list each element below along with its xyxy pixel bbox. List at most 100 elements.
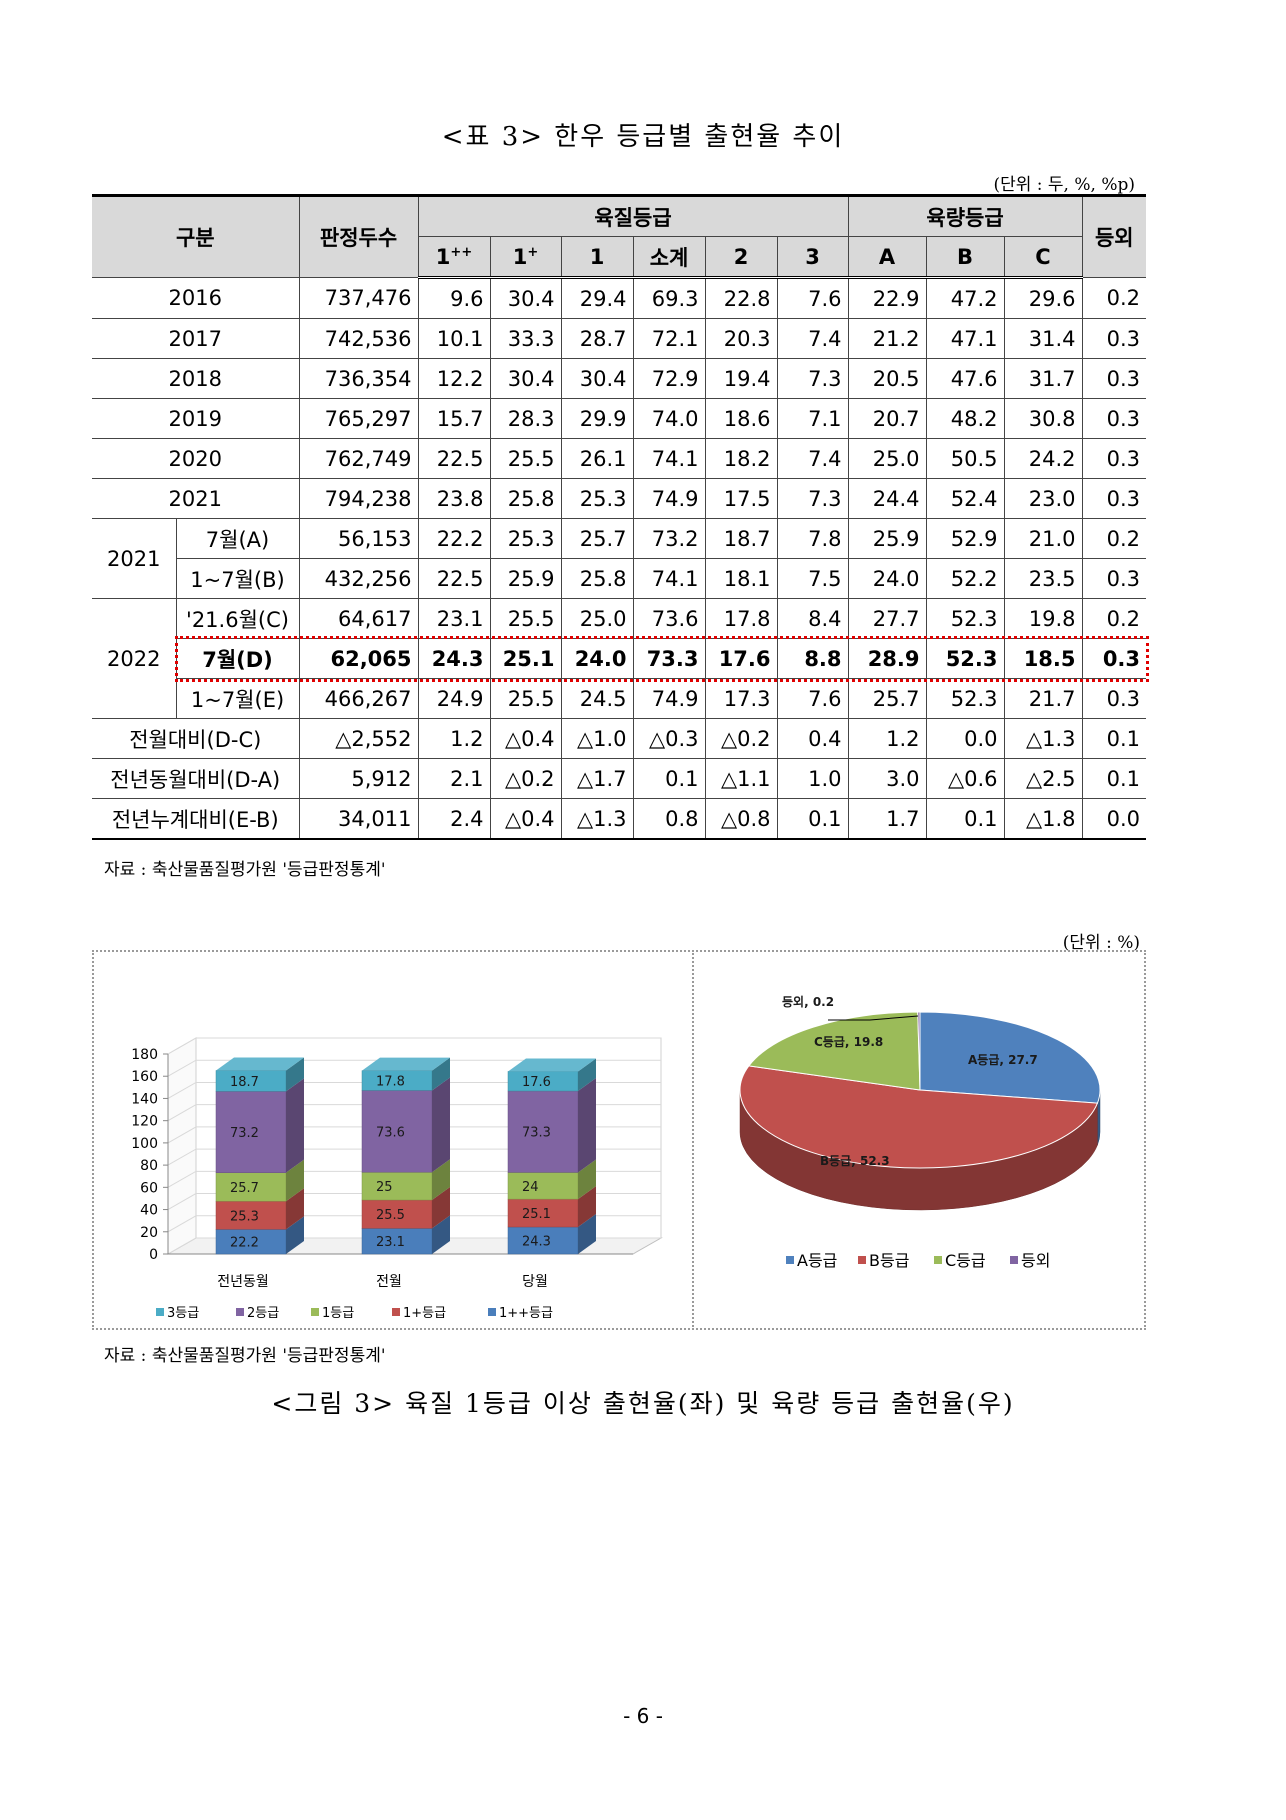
table-cell: 25.0 [847, 438, 927, 479]
row-label: 1~7월(E) [176, 678, 300, 719]
gridline [167, 1148, 661, 1166]
bar-segment-side [432, 1057, 450, 1091]
legend-label: 등외 [1021, 1251, 1050, 1270]
table-cell: 29.6 [1003, 277, 1083, 319]
table-cell: 8.8 [776, 638, 849, 679]
table-row: 7월(D) 62,065 24.3 25.1 24.0 73.3 17.6 8.8 28.9 52… [92, 638, 1147, 679]
table-cell: 74.9 [632, 478, 706, 519]
row-label: 1~7월(B) [176, 558, 300, 599]
table-source: 자료 : 축산물품질평가원 '등급판정통계' [104, 860, 386, 880]
table-cell: 28.3 [489, 398, 562, 439]
bar-data-label: 23.1 [376, 1235, 405, 1250]
table-cell: 24.0 [560, 638, 634, 679]
table-cell: 52.2 [925, 558, 1005, 599]
legend-label: A등급 [797, 1251, 837, 1270]
table-cell: 22.8 [704, 277, 778, 319]
table-cell: 25.5 [489, 598, 562, 639]
table-unit: (단위 : 두, %, %p) [993, 175, 1135, 195]
table-cell: 25.7 [560, 518, 634, 559]
table-cell: 0.3 [1081, 678, 1147, 719]
table-cell: 52.9 [925, 518, 1005, 559]
table-cell: 56,153 [298, 518, 419, 559]
figure-unit: (단위 : %) [1062, 933, 1140, 953]
row-label: '21.6월(C) [175, 598, 300, 639]
pie-leader-line [828, 1015, 919, 1021]
table-cell: △0.6 [925, 758, 1005, 799]
table-cell: 31.4 [1003, 318, 1083, 359]
bar-segment-side [578, 1186, 596, 1227]
pie-slice [917, 1011, 921, 1091]
table-cell: 31.7 [1003, 358, 1083, 399]
table-cell: 74.1 [632, 558, 706, 599]
table-row: 1~7월(B) 432,256 22.5 25.9 25.8 74.1 18.1 7.5 24.… [92, 558, 1147, 599]
table-cell: 24.5 [560, 678, 634, 719]
table-cell: 28.9 [847, 638, 927, 679]
table-cell: 0.1 [1081, 718, 1147, 759]
table-cell: 7.4 [776, 438, 849, 479]
bar-top [216, 1057, 304, 1071]
table-cell: △2,552 [298, 718, 419, 759]
table-cell: 0.3 [1081, 398, 1147, 439]
table-cell: 18.5 [1003, 638, 1083, 679]
table-row: 1~7월(E) 466,267 24.9 25.5 24.5 74.9 17.3 7.6 25.… [92, 678, 1147, 719]
table-cell: 24.4 [847, 478, 927, 519]
year-label: 2021 [92, 518, 177, 599]
table-cell: 23.1 [417, 598, 491, 639]
table-cell: 18.2 [704, 438, 778, 479]
table-cell: △2.5 [1003, 758, 1083, 799]
legend-label: C등급 [945, 1251, 986, 1270]
table-cell: 0.0 [925, 718, 1005, 759]
table-cell: 48.2 [925, 398, 1005, 439]
bar-segment-side [578, 1058, 596, 1091]
pie-slice [919, 1011, 1101, 1104]
table-cell: 1.7 [847, 798, 927, 840]
table-cell: 23.5 [1003, 558, 1083, 599]
row-label: 전년누계대비(E-B) [92, 798, 300, 840]
table-cell: 0.3 [1081, 638, 1147, 679]
row-label: 2019 [92, 398, 300, 439]
table-cell: 0.8 [632, 798, 706, 840]
bar-data-label: 18.7 [230, 1075, 259, 1090]
table-cell: 26.1 [560, 438, 634, 479]
x-category-label: 전월 [376, 1274, 402, 1290]
gridline [167, 1237, 661, 1255]
table-cell: 30.4 [560, 358, 634, 399]
bar-segment [507, 1090, 579, 1173]
legend-label: 1+등급 [403, 1306, 446, 1321]
legend-swatch [311, 1308, 319, 1316]
header-grade-1pp: 1++ [418, 236, 491, 279]
table-cell: 25.1 [489, 638, 562, 679]
y-tick-label: 60 [140, 1180, 158, 1196]
header-grade-b: B [925, 236, 1005, 279]
gridline [167, 1037, 661, 1055]
gridline [167, 1126, 661, 1144]
y-tick-label: 40 [140, 1203, 158, 1219]
pie-data-label: C등급, 19.8 [814, 1035, 883, 1049]
table-row: 2018 736,354 12.2 30.4 30.4 72.9 19.4 7.3 20.5 47… [92, 358, 1147, 399]
legend-label: 3등급 [167, 1306, 199, 1321]
table-cell: 20.7 [847, 398, 927, 439]
legend-swatch [488, 1308, 496, 1316]
table-cell: 23.8 [417, 478, 491, 519]
table-row: 2021 794,238 23.8 25.8 25.3 74.9 17.5 7.3 24.4 52… [92, 478, 1147, 519]
bar-data-label: 25.3 [230, 1209, 259, 1224]
table-cell: 22.5 [417, 438, 491, 479]
table-cell: 34,011 [298, 798, 419, 840]
table-cell: 0.2 [1081, 598, 1147, 639]
stacked-bar-chart: 0 20 40 60 80 100 120 140 160 180 22.2 25.3 25.7 73.2… [131, 1037, 663, 1321]
header-subtotal: 소계 [632, 236, 706, 279]
row-label: 2016 [92, 277, 300, 319]
table-cell: 0.3 [1081, 438, 1147, 479]
bar-segment-side [578, 1214, 596, 1254]
table-cell: 25.9 [489, 558, 562, 599]
table-cell: 73.2 [632, 518, 706, 559]
table-cell: 765,297 [298, 398, 419, 439]
table-cell: 3.0 [847, 758, 927, 799]
header-yield-grade: 육량등급 [847, 194, 1083, 237]
table-cell: 7.6 [776, 678, 849, 719]
bar-segment [361, 1171, 433, 1201]
table-cell: 7.8 [776, 518, 849, 559]
table-cell: 9.6 [417, 277, 491, 319]
table-cell: 0.1 [925, 798, 1005, 840]
table-row: 2020 762,749 22.5 25.5 26.1 74.1 18.2 7.4 25.0 50… [92, 438, 1147, 479]
